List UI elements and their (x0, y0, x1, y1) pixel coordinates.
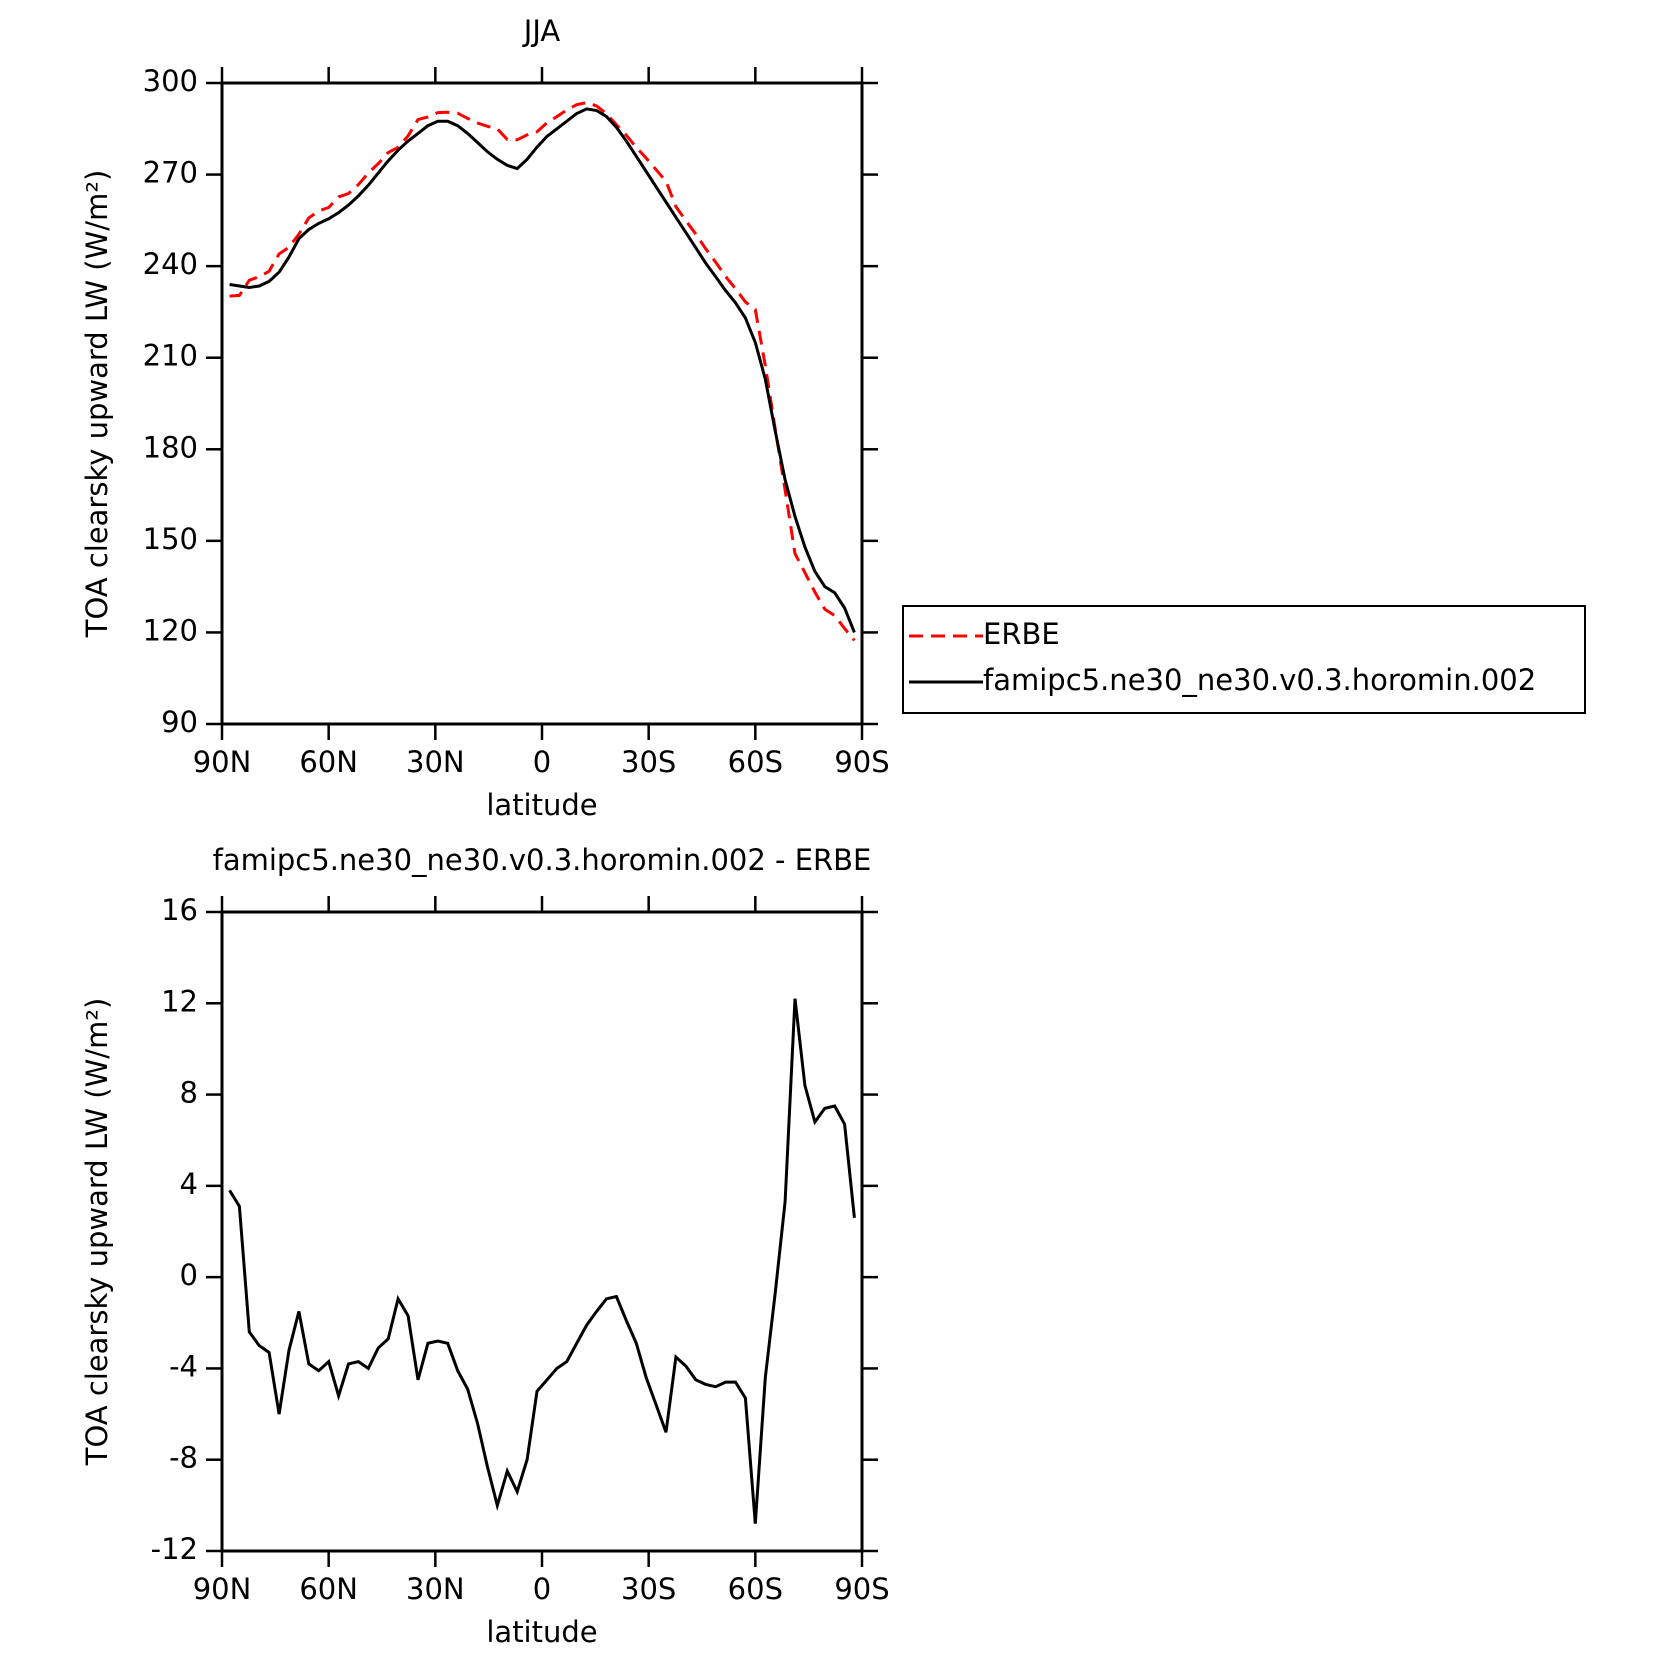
y-tick-label: 12 (161, 984, 198, 1018)
chart-title: JJA (522, 14, 561, 48)
x-axis-label: latitude (486, 788, 597, 822)
plot-frame (220, 81, 864, 726)
plot-frame (220, 910, 864, 1553)
x-tick-label: 60S (728, 745, 783, 779)
x-tick-label: 60S (728, 1572, 783, 1606)
y-tick-label: 270 (143, 156, 198, 190)
y-axis-label: TOA clearsky upward LW (W/m²) (80, 998, 114, 1467)
y-tick-label: 300 (143, 64, 198, 98)
y-tick-label: 240 (143, 247, 198, 281)
series-line (229, 100, 856, 642)
y-axis-label: TOA clearsky upward LW (W/m²) (80, 170, 114, 639)
y-tick-label: -8 (169, 1441, 198, 1475)
legend-box (902, 605, 1586, 714)
x-tick-label: 90S (834, 1572, 889, 1606)
y-tick-label: 0 (180, 1258, 198, 1292)
y-tick-label: 210 (143, 339, 198, 373)
legend-label: ERBE (983, 617, 1060, 651)
y-tick-label: 90 (161, 705, 198, 739)
y-tick-label: -12 (151, 1532, 198, 1566)
y-tick-label: 150 (143, 522, 198, 556)
x-tick-label: 60N (299, 1572, 358, 1606)
y-tick-label: 120 (143, 613, 198, 647)
y-tick-label: 8 (180, 1076, 198, 1110)
x-tick-label: 30N (406, 745, 465, 779)
x-tick-label: 90N (193, 745, 252, 779)
legend-label: famipc5.ne30_ne30.v0.3.horomin.002 (983, 663, 1536, 697)
x-tick-label: 30S (621, 745, 676, 779)
x-tick-label: 30S (621, 1572, 676, 1606)
y-tick-label: 4 (180, 1167, 198, 1201)
chart-title: famipc5.ne30_ne30.v0.3.horomin.002 - ERB… (213, 843, 872, 877)
series-line (228, 998, 856, 1524)
y-tick-label: 16 (161, 893, 198, 927)
x-tick-label: 0 (533, 1572, 551, 1606)
y-tick-label: -4 (169, 1349, 198, 1383)
x-tick-label: 90S (834, 745, 889, 779)
series-line (229, 107, 856, 633)
x-tick-label: 90N (193, 1572, 252, 1606)
x-tick-label: 60N (299, 745, 358, 779)
x-tick-label: 0 (533, 745, 551, 779)
x-tick-label: 30N (406, 1572, 465, 1606)
y-tick-label: 180 (143, 430, 198, 464)
x-axis-label: latitude (486, 1615, 597, 1649)
